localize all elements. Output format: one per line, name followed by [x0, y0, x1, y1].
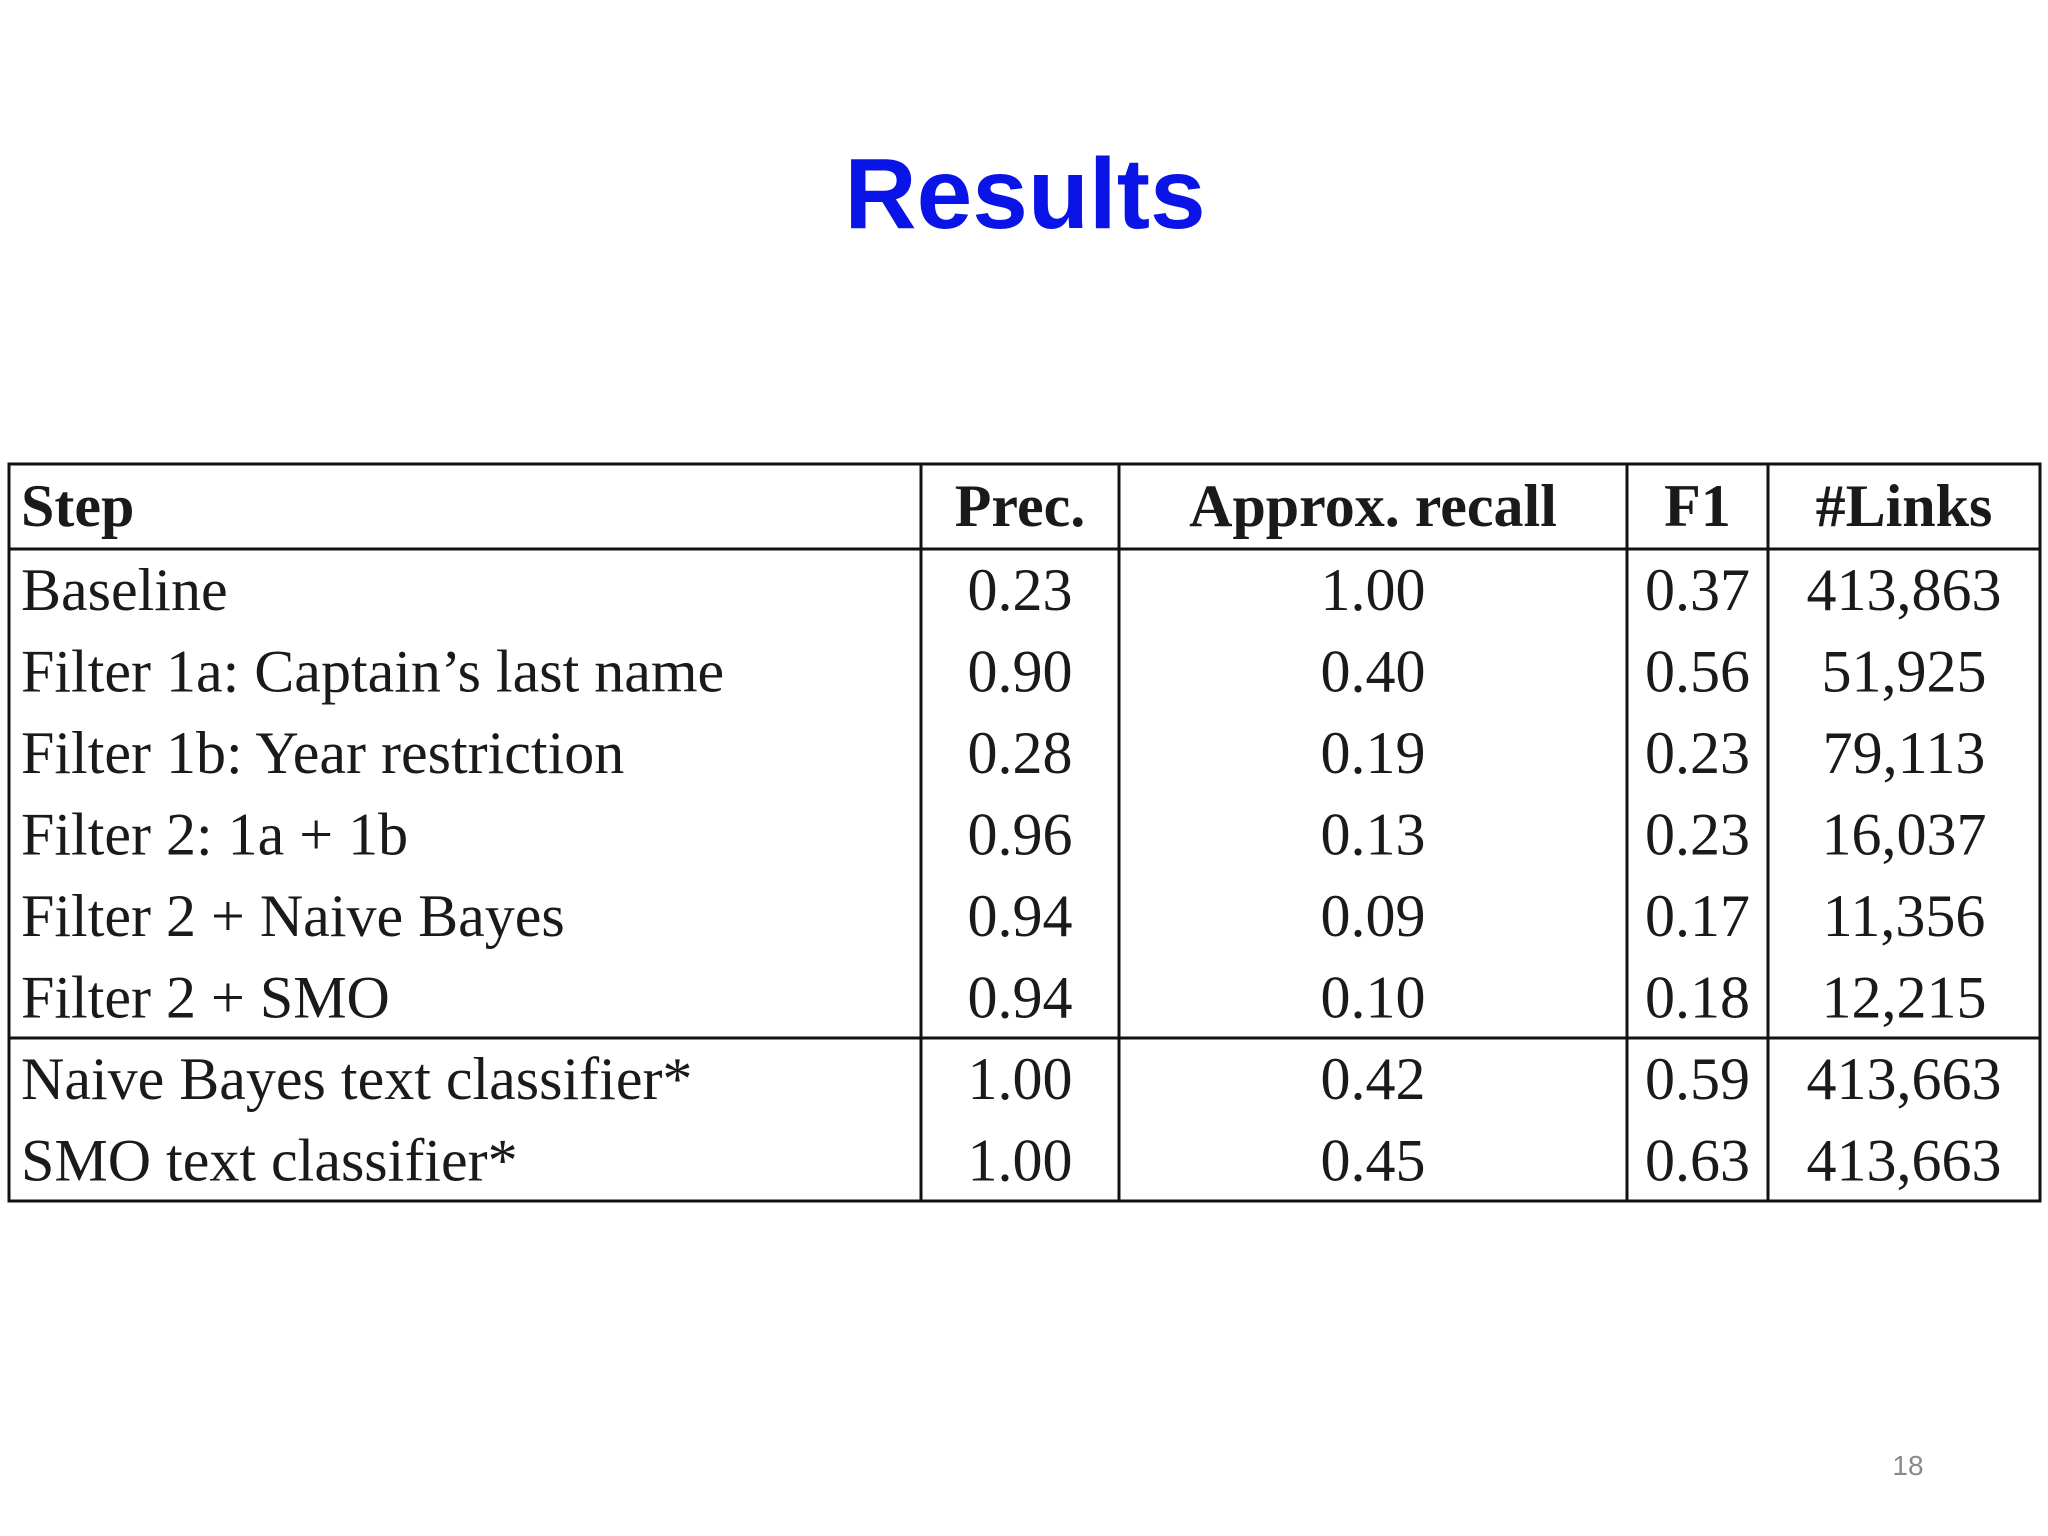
table-cell: Filter 2 + Naive Bayes: [21, 883, 565, 949]
table-cell: 0.42: [1321, 1046, 1426, 1112]
table-cell: 0.10: [1321, 964, 1426, 1030]
table-cell: SMO text classifier*: [21, 1127, 518, 1193]
table-cell: Naive Bayes text classifier*: [21, 1046, 692, 1112]
table-cell: 1.00: [1321, 557, 1426, 623]
header-cell: F1: [1664, 473, 1731, 539]
table-cell: 0.96: [968, 801, 1073, 867]
table-cell: 51,925: [1822, 638, 1987, 704]
table-cell: 79,113: [1823, 720, 1986, 786]
table-cell: Filter 1a: Captain’s last name: [21, 638, 724, 704]
table-cell: 0.09: [1321, 883, 1426, 949]
table-cell: 12,215: [1822, 964, 1987, 1030]
table-cell: 0.17: [1645, 883, 1750, 949]
table-cell: 11,356: [1823, 883, 1986, 949]
table-cell: 0.13: [1321, 801, 1426, 867]
table-cell: 0.94: [968, 964, 1073, 1030]
table-border: [7, 462, 2042, 1203]
table-cell: 0.45: [1321, 1127, 1426, 1193]
slide-title: Results: [844, 138, 1205, 250]
table-cell: 1.00: [968, 1046, 1073, 1112]
table-cell: 413,863: [1807, 557, 2002, 623]
table-cell: 0.18: [1645, 964, 1750, 1030]
table-cell: Filter 1b: Year restriction: [21, 720, 624, 786]
table-cell: Filter 2 + SMO: [21, 964, 390, 1030]
table-cell: 413,663: [1807, 1046, 2002, 1112]
table-cell: 0.23: [1645, 720, 1750, 786]
results-table: Step Prec. Approx. recall F1 #Links Baseline 0…: [7, 462, 2042, 1203]
table-cell: 0.40: [1321, 638, 1426, 704]
header-cell: Approx. recall: [1189, 473, 1557, 539]
table-cell: 0.56: [1645, 638, 1750, 704]
page-number: 18: [1892, 1450, 1923, 1481]
header-cell: Prec.: [955, 473, 1085, 539]
table-cell: 0.37: [1645, 557, 1750, 623]
header-cell: #Links: [1816, 473, 1993, 539]
table-cell: 413,663: [1807, 1127, 2002, 1193]
table-cell: 1.00: [968, 1127, 1073, 1193]
table-cell: 16,037: [1822, 801, 1987, 867]
table-cell: 0.90: [968, 638, 1073, 704]
table-cell: 0.23: [968, 557, 1073, 623]
table-cell: Baseline: [21, 557, 228, 623]
table-cell: Filter 2: 1a + 1b: [21, 801, 408, 867]
table-cell: 0.59: [1645, 1046, 1750, 1112]
table-cell: 0.63: [1645, 1127, 1750, 1193]
table-cell: 0.94: [968, 883, 1073, 949]
table-cell: 0.19: [1321, 720, 1426, 786]
table-cell: 0.28: [968, 720, 1073, 786]
header-cell: Step: [21, 473, 134, 539]
table-cell: 0.23: [1645, 801, 1750, 867]
